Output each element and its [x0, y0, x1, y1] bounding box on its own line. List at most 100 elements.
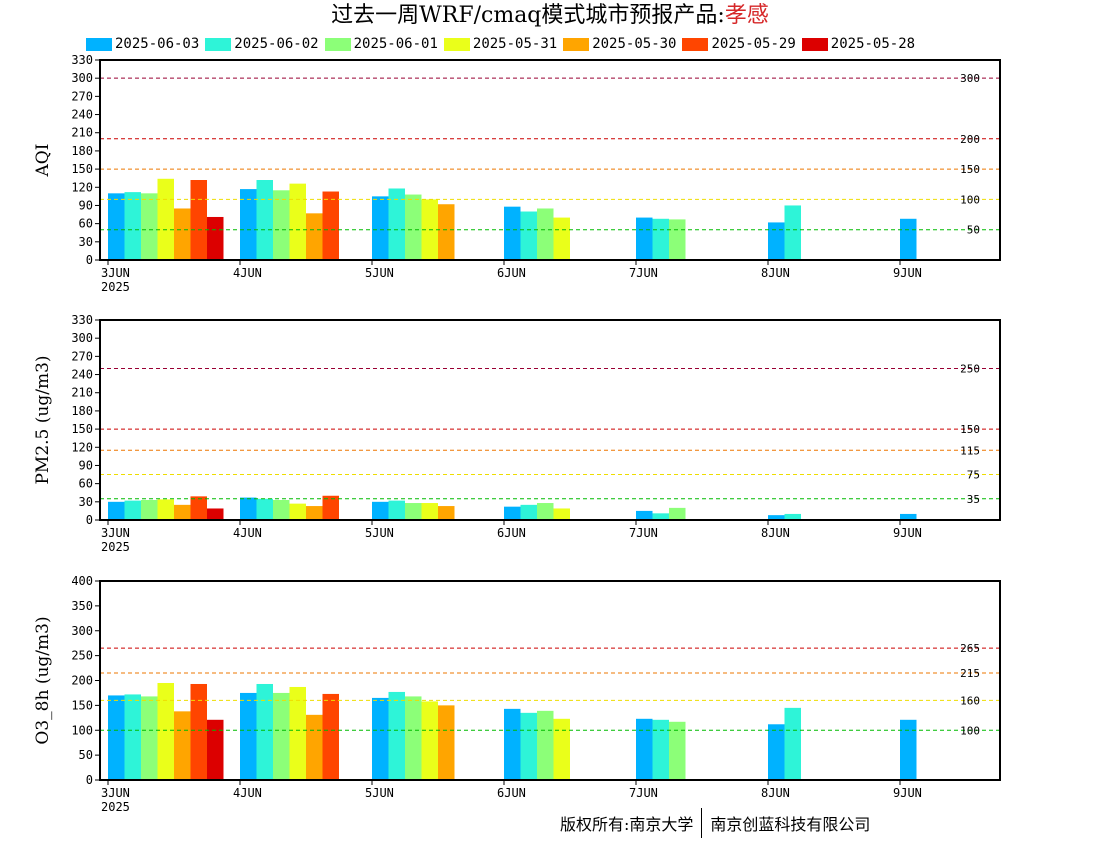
bar [289, 183, 306, 260]
bar [306, 506, 323, 520]
bar [438, 705, 455, 780]
threshold-label: 250 [960, 362, 980, 375]
chart-title: 过去一周WRF/cmaq模式城市预报产品:孝感 [0, 0, 1100, 32]
bar [124, 694, 141, 780]
y-tick-label: 0 [86, 513, 93, 527]
bar [108, 193, 125, 260]
legend-item: 2025-05-30 [563, 36, 676, 52]
legend-item: 2025-05-31 [443, 36, 557, 52]
copyright-left: 版权所有:南京大学 [560, 815, 694, 834]
x-tick-label: 5JUN [365, 786, 394, 800]
bar [388, 691, 405, 780]
bar [636, 217, 653, 260]
bar [240, 692, 257, 780]
plot-frame [99, 59, 1001, 261]
bar [273, 692, 290, 780]
bar [438, 506, 455, 520]
y-tick-label: 30 [79, 495, 93, 509]
y-tick-label: 50 [79, 748, 93, 762]
y-tick-label: 100 [71, 723, 93, 737]
threshold-label: 150 [960, 423, 980, 436]
legend-label: 2025-06-02 [234, 36, 319, 52]
bar [784, 205, 801, 260]
legend-item: 2025-05-29 [682, 36, 796, 52]
x-tick-sublabel: 2025 [101, 540, 130, 554]
bar [669, 219, 686, 260]
y-tick-label: 300 [71, 71, 93, 85]
bar [405, 503, 422, 520]
threshold-label: 300 [960, 72, 980, 85]
y-tick-label: 120 [71, 180, 93, 194]
bar [322, 191, 339, 260]
y-tick-label: 180 [71, 404, 93, 418]
bar [784, 707, 801, 780]
bar [240, 189, 257, 260]
threshold-label: 35 [967, 493, 980, 506]
y-tick-label: 0 [86, 253, 93, 267]
y-tick-label: 240 [71, 368, 93, 382]
legend-label: 2025-06-01 [353, 36, 438, 52]
bar [636, 718, 653, 780]
bar [520, 211, 537, 260]
bar [900, 719, 917, 780]
bar [322, 495, 339, 520]
bar [669, 721, 686, 780]
bar [388, 188, 405, 260]
x-tick-label: 4JUN [233, 786, 262, 800]
x-tick-label: 8JUN [761, 526, 790, 540]
threshold-label: 200 [960, 133, 980, 146]
x-tick-label: 4JUN [233, 526, 262, 540]
y-tick-label: 250 [71, 649, 93, 663]
x-tick-label: 6JUN [497, 526, 526, 540]
bar [190, 496, 207, 520]
bar [900, 513, 917, 520]
x-tick-label: 9JUN [893, 786, 922, 800]
y-tick-label: 270 [71, 349, 93, 363]
bar [141, 500, 158, 520]
bar [207, 508, 224, 520]
bar [306, 714, 323, 780]
y-tick-label: 150 [71, 162, 93, 176]
bar [240, 497, 257, 520]
legend-label: 2025-05-29 [711, 36, 796, 52]
chart-panel: 250 150 115 75 35 0 30 60 90 120 150 180 210 240 270 30… [33, 313, 1001, 554]
y-tick-label: 90 [79, 198, 93, 212]
bar [372, 697, 389, 780]
x-tick-label: 5JUN [365, 266, 394, 280]
legend-swatch [205, 37, 232, 51]
x-tick-label: 6JUN [497, 266, 526, 280]
bar [190, 683, 207, 780]
bar [504, 206, 521, 260]
legend-label: 2025-05-30 [592, 36, 677, 52]
threshold-label: 265 [960, 642, 980, 655]
bar [504, 506, 521, 520]
bar [289, 686, 306, 780]
y-axis-label: O3_8h (ug/m3) [33, 616, 53, 744]
x-tick-label: 3JUN [101, 526, 130, 540]
y-tick-label: 300 [71, 331, 93, 345]
bar [157, 682, 174, 780]
bar [273, 500, 290, 520]
bar [141, 193, 158, 260]
y-tick-label: 210 [71, 126, 93, 140]
chart-panel: 265 215 160 100 0 50 100 150 200 250 300 350 400 3JUN… [33, 574, 1001, 814]
bar [372, 501, 389, 520]
threshold-label: 75 [967, 469, 980, 482]
copyright: 版权所有:南京大学 南京创蓝科技有限公司 [560, 808, 870, 838]
x-tick-label: 3JUN [101, 266, 130, 280]
bar [652, 513, 669, 520]
y-tick-label: 400 [71, 574, 93, 588]
legend-label: 2025-05-28 [830, 36, 916, 52]
y-axis-label: PM2.5 (ug/m3) [33, 355, 53, 484]
bar [537, 503, 554, 520]
bar [256, 180, 273, 260]
bar [537, 208, 554, 260]
bar [141, 696, 158, 780]
legend-swatch [443, 37, 470, 51]
x-tick-sublabel: 2025 [101, 280, 130, 294]
x-tick-label: 7JUN [629, 526, 658, 540]
bar [421, 701, 438, 780]
y-tick-label: 200 [71, 674, 93, 688]
bar [520, 504, 537, 520]
legend-swatch [324, 37, 351, 51]
